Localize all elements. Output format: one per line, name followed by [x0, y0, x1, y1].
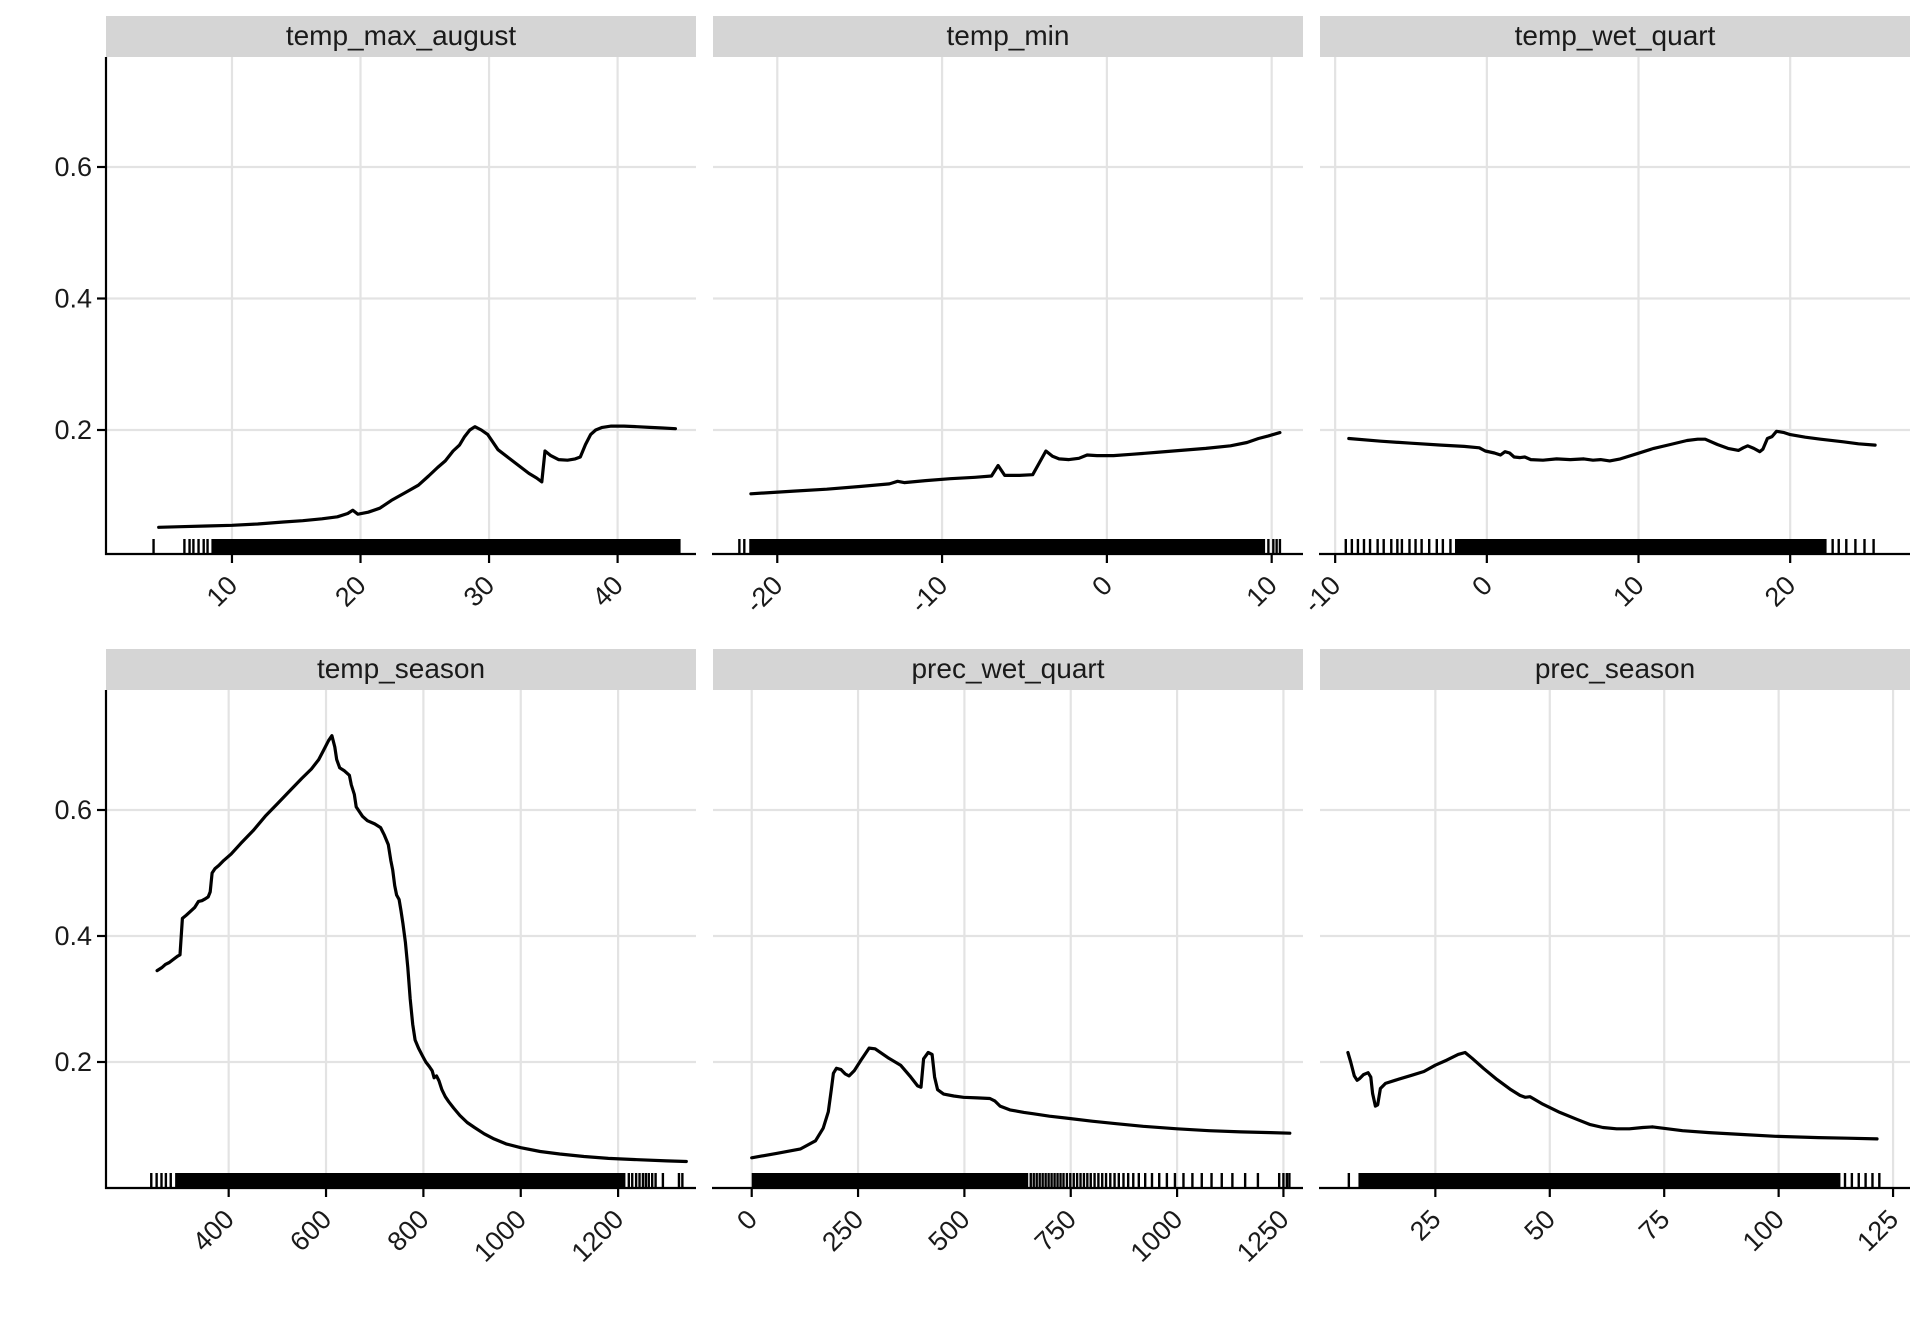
pd-curve — [1347, 429, 1877, 463]
y-tick-label: 0.2 — [54, 415, 92, 445]
facet-strip-label: temp_max_august — [286, 20, 517, 51]
facet-strip-label: temp_season — [317, 653, 485, 684]
facet-strip — [1320, 649, 1910, 690]
facet-strip-label: prec_season — [1535, 653, 1695, 684]
facet-strip-label: prec_wet_quart — [911, 653, 1104, 684]
y-tick-label: 0.6 — [54, 152, 92, 182]
pd-curve — [157, 424, 678, 529]
pd-curve — [750, 1046, 1292, 1160]
facet-strip — [713, 649, 1303, 690]
y-tick-label: 0.4 — [54, 284, 92, 314]
facet-strip — [713, 16, 1303, 57]
facet-strip — [106, 649, 696, 690]
rug-band — [749, 539, 1266, 554]
rug-band — [1358, 1173, 1841, 1188]
facet-strip — [106, 16, 696, 57]
pd-curve — [155, 734, 688, 1164]
facet-strip — [1320, 16, 1910, 57]
facet-strip-label: temp_wet_quart — [1515, 20, 1716, 51]
rug-band — [211, 539, 681, 554]
facet-strip-label: temp_min — [947, 20, 1070, 51]
y-tick-label: 0.6 — [54, 795, 92, 825]
pd-curve — [749, 431, 1282, 496]
y-tick-label: 0.2 — [54, 1047, 92, 1077]
y-tick-label: 0.4 — [54, 921, 92, 951]
rug-band — [175, 1173, 626, 1188]
rug-band — [1454, 539, 1827, 554]
rug-band — [751, 1173, 1029, 1188]
pd-curve — [1346, 1050, 1879, 1141]
